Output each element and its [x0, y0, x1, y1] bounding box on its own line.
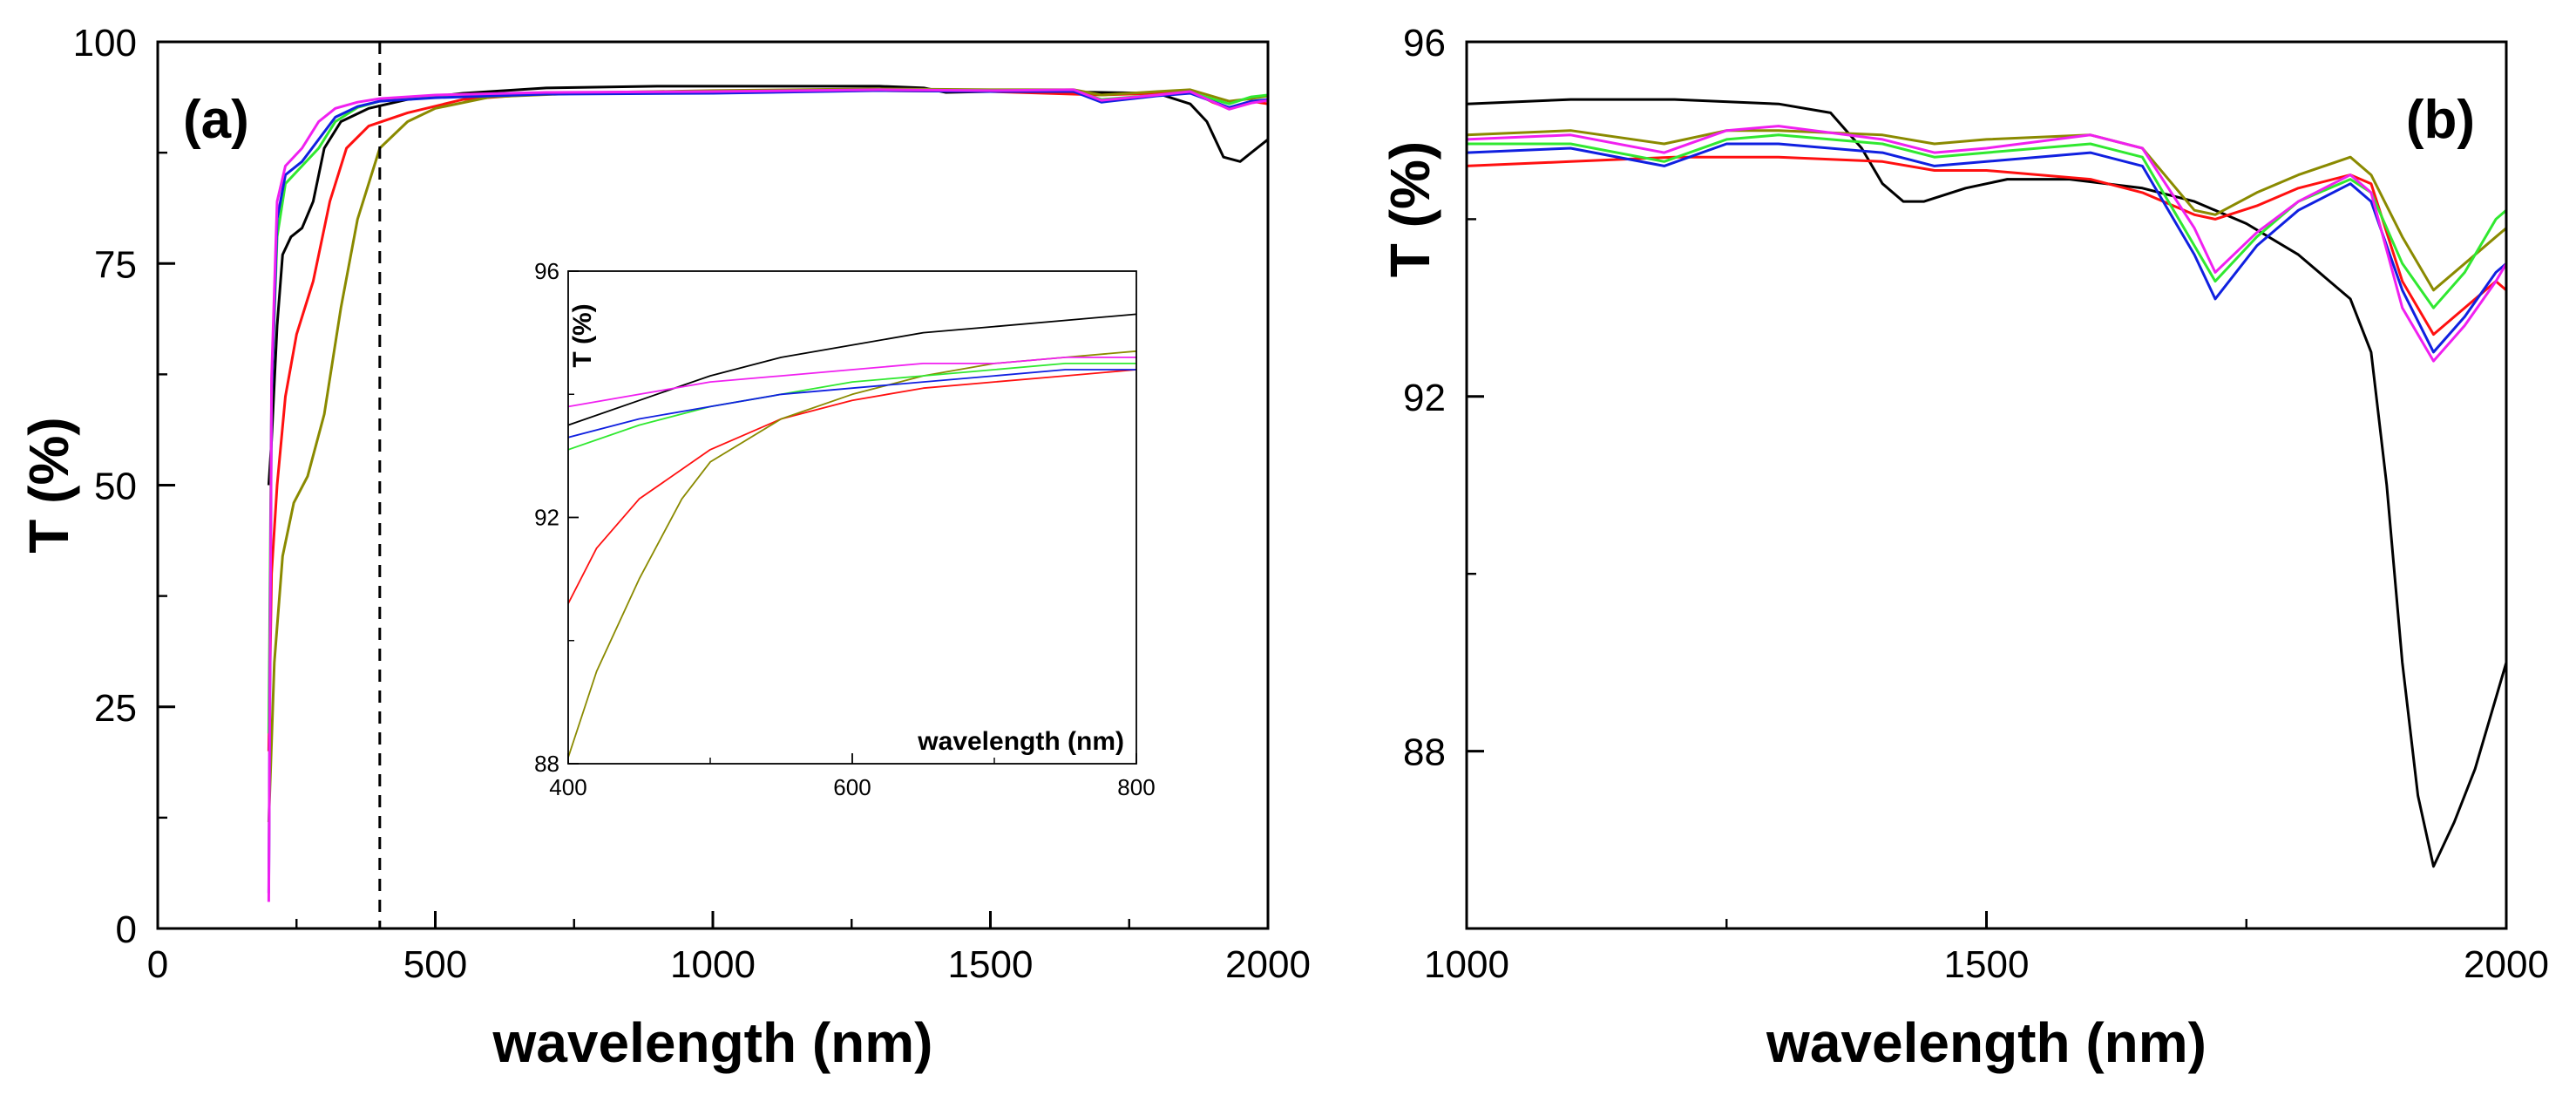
panel-a-x-axis-title: wavelength (nm) — [492, 1011, 933, 1074]
inset-x-tick-label: 400 — [549, 774, 586, 800]
inset-series-magenta — [568, 356, 1136, 408]
panel-a-label: (a) — [183, 90, 249, 150]
y-tick-label: 75 — [94, 243, 137, 286]
series-magenta — [1467, 125, 2506, 363]
x-tick-label: 1500 — [948, 943, 1034, 986]
y-tick-label: 50 — [94, 466, 137, 508]
x-tick-label: 2000 — [1225, 943, 1311, 986]
inset-y-tick-label: 88 — [534, 751, 559, 777]
y-tick-label: 88 — [1403, 731, 1446, 774]
y-tick-label: 100 — [73, 22, 137, 65]
inset-series-group — [568, 313, 1136, 758]
panel-b-label: (b) — [2406, 90, 2475, 150]
inset-y-tick-label: 96 — [534, 258, 559, 284]
x-tick-label: 1500 — [1944, 943, 2030, 986]
y-tick-label: 25 — [94, 687, 137, 730]
series-olive — [1467, 129, 2506, 292]
inset-series-black — [568, 313, 1136, 426]
panel-a: 0 500 1000 1500 2000 0 25 50 75 100 (a) wavelength … — [17, 22, 1311, 1074]
series-green — [1467, 133, 2506, 309]
inset-x-tick-label: 800 — [1117, 774, 1155, 800]
series-group — [1467, 98, 2506, 868]
inset-background — [568, 271, 1136, 764]
inset-series-blue — [568, 369, 1136, 439]
y-tick-label: 96 — [1403, 22, 1446, 65]
series-blue — [267, 89, 1268, 894]
x-tick-label: 500 — [403, 943, 467, 986]
x-tick-label: 1000 — [1424, 943, 1509, 986]
x-tick-label: 0 — [147, 943, 168, 986]
series-magenta — [267, 88, 1268, 902]
panel-b: 1000 1500 2000 88 92 96 (b) wavelength (nm) T (%… — [1379, 22, 2549, 1074]
panel-b-x-axis-title: wavelength (nm) — [1766, 1011, 2207, 1074]
panel-a-y-axis-title: T (%) — [17, 417, 80, 553]
inset-y-axis-title: T (%) — [568, 303, 597, 367]
inset-x-tick-label: 600 — [833, 774, 871, 800]
y-tick-label: 0 — [116, 908, 137, 951]
series-black — [1467, 98, 2506, 868]
series-group — [267, 85, 1268, 902]
series-red — [1467, 155, 2506, 337]
inset-series-red — [568, 369, 1136, 604]
inset-x-axis-title: wavelength (nm) — [917, 727, 1124, 756]
y-tick-label: 92 — [1403, 377, 1446, 419]
series-black — [267, 85, 1268, 486]
inset-series-green — [568, 362, 1136, 451]
series-blue — [1467, 142, 2506, 354]
panel-b-y-axis-title: T (%) — [1379, 141, 1441, 277]
inset-y-tick-label: 92 — [534, 505, 559, 531]
x-tick-label: 2000 — [2464, 943, 2549, 986]
inset-chart: 400 600 800 88 92 96 wavelength (nm) T (%) — [534, 258, 1156, 800]
x-tick-label: 1000 — [670, 943, 756, 986]
